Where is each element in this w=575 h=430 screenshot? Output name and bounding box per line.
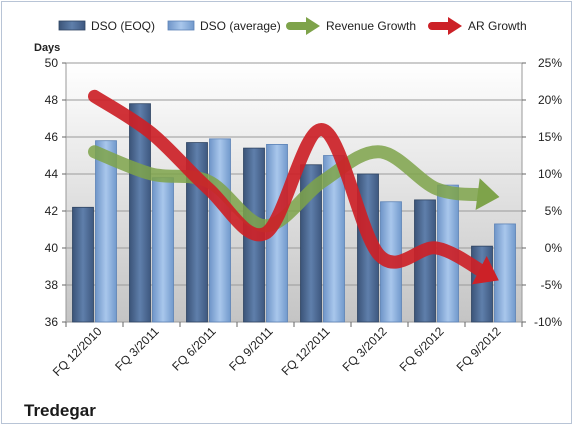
x-tick-label: FQ 9/2011 bbox=[226, 324, 276, 374]
x-tick-label: FQ 9/2012 bbox=[454, 324, 504, 374]
legend-swatch bbox=[167, 20, 195, 31]
right-tick-label: 15% bbox=[538, 130, 562, 144]
x-tick-label: FQ 6/2011 bbox=[169, 324, 219, 374]
bar-dso-average bbox=[494, 223, 516, 323]
legend-swatch bbox=[58, 20, 86, 31]
legend-label: DSO (average) bbox=[200, 19, 281, 33]
x-tick-label: FQ 3/2011 bbox=[112, 324, 162, 374]
left-tick-label: 40 bbox=[45, 241, 59, 255]
x-tick-label: FQ 12/2011 bbox=[279, 324, 333, 378]
chart-frame: DSO (EOQ) DSO (average) Revenue Growth AR G… bbox=[1, 1, 572, 424]
left-tick-label: 50 bbox=[45, 56, 59, 70]
left-tick-label: 36 bbox=[45, 315, 59, 329]
bar-dso-eoq bbox=[414, 199, 436, 323]
x-tick-label: FQ 12/2010 bbox=[50, 324, 105, 379]
right-tick-label: 10% bbox=[538, 167, 562, 181]
bar-dso-eoq bbox=[471, 245, 493, 323]
growth-lines bbox=[88, 89, 500, 285]
ar-growth-line bbox=[88, 89, 492, 280]
bar-dso-average bbox=[209, 138, 231, 323]
company-label: Tredegar bbox=[24, 401, 96, 420]
ar-growth-line-arrowhead bbox=[471, 256, 499, 285]
x-tick-label: FQ 3/2012 bbox=[340, 324, 390, 374]
legend-swatch-arrowhead bbox=[306, 17, 320, 35]
legend-label: Revenue Growth bbox=[326, 19, 416, 33]
right-tick-label: 0% bbox=[545, 241, 563, 255]
left-tick-label: 44 bbox=[45, 167, 59, 181]
legend-label: DSO (EOQ) bbox=[91, 19, 155, 33]
left-tick-label: 38 bbox=[45, 278, 59, 292]
revenue-growth-line-arrowhead bbox=[475, 178, 500, 211]
bars bbox=[72, 103, 516, 323]
x-axis-ticks: FQ 12/2010 FQ 3/2011 FQ 6/2011 FQ 9/2011 FQ … bbox=[50, 322, 523, 379]
y-axis-title: Days bbox=[34, 42, 60, 54]
x-tick-label: FQ 6/2012 bbox=[397, 324, 447, 374]
bar-dso-average bbox=[95, 140, 117, 323]
legend-swatch-arrowhead bbox=[448, 17, 462, 35]
right-tick-label: -10% bbox=[534, 315, 562, 329]
legend: DSO (EOQ) DSO (average) Revenue Growth AR G… bbox=[58, 17, 527, 35]
right-tick-label: -5% bbox=[541, 278, 563, 292]
revenue-growth-line bbox=[88, 145, 491, 233]
dso-chart: DSO (EOQ) DSO (average) Revenue Growth AR G… bbox=[24, 17, 562, 420]
bar-dso-eoq bbox=[72, 206, 94, 323]
right-axis-ticks: -10% -5% 0% 5% 10% 15% 20% 25% bbox=[522, 56, 562, 329]
bar-dso-eoq bbox=[129, 103, 151, 323]
right-tick-label: 5% bbox=[545, 204, 563, 218]
right-tick-label: 20% bbox=[538, 93, 562, 107]
bar-dso-average bbox=[152, 177, 174, 323]
left-tick-label: 48 bbox=[45, 93, 59, 107]
left-tick-label: 42 bbox=[45, 204, 59, 218]
left-axis-ticks: 36 38 40 42 44 46 48 50 bbox=[45, 56, 59, 329]
right-tick-label: 25% bbox=[538, 56, 562, 70]
legend-label: AR Growth bbox=[468, 19, 527, 33]
left-tick-label: 46 bbox=[45, 130, 59, 144]
